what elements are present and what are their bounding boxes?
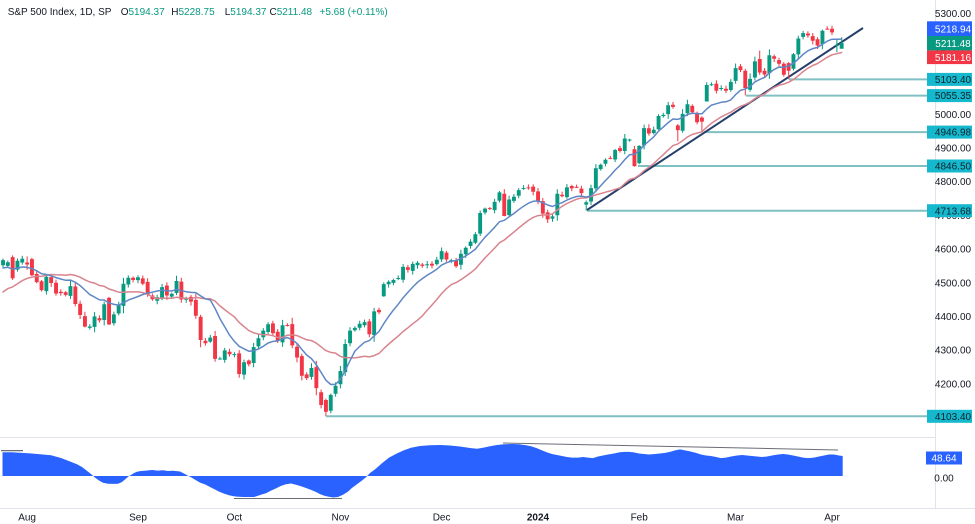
svg-text:5218.94: 5218.94 <box>935 24 972 35</box>
svg-text:Nov: Nov <box>332 513 350 524</box>
svg-text:Feb: Feb <box>631 513 649 524</box>
svg-text:4713.68: 4713.68 <box>935 206 972 217</box>
svg-text:4300.00: 4300.00 <box>935 346 972 357</box>
svg-text:4800.00: 4800.00 <box>935 177 972 188</box>
svg-text:5300.00: 5300.00 <box>935 9 972 20</box>
svg-text:+5.68 (+0.11%): +5.68 (+0.11%) <box>320 7 388 18</box>
svg-text:5194.37: 5194.37 <box>129 7 166 18</box>
svg-text:5194.37: 5194.37 <box>230 7 267 18</box>
svg-text:L: L <box>225 7 231 18</box>
svg-text:O: O <box>121 7 129 18</box>
svg-text:Dec: Dec <box>433 513 451 524</box>
svg-text:S&P 500 Index, 1D, SP: S&P 500 Index, 1D, SP <box>8 7 112 18</box>
svg-text:Sep: Sep <box>129 513 147 524</box>
svg-text:Aug: Aug <box>18 513 36 524</box>
svg-text:4846.50: 4846.50 <box>935 162 972 173</box>
svg-text:5228.75: 5228.75 <box>179 7 216 18</box>
svg-text:C: C <box>270 7 277 18</box>
svg-text:5181.16: 5181.16 <box>935 53 972 64</box>
svg-text:4946.98: 4946.98 <box>935 128 972 139</box>
svg-text:2024: 2024 <box>527 513 550 524</box>
svg-text:48.64: 48.64 <box>931 454 956 465</box>
svg-text:H: H <box>171 7 178 18</box>
svg-text:4900.00: 4900.00 <box>935 144 972 155</box>
svg-text:4400.00: 4400.00 <box>935 312 972 323</box>
svg-text:5000.00: 5000.00 <box>935 110 972 121</box>
svg-text:Mar: Mar <box>727 513 745 524</box>
svg-text:Apr: Apr <box>824 513 840 524</box>
svg-text:5211.48: 5211.48 <box>935 39 971 50</box>
svg-text:5211.48: 5211.48 <box>277 7 313 18</box>
svg-text:0.00: 0.00 <box>934 474 954 485</box>
svg-text:5103.40: 5103.40 <box>935 75 972 86</box>
svg-text:Oct: Oct <box>227 513 243 524</box>
svg-text:4200.00: 4200.00 <box>935 379 972 390</box>
svg-text:4500.00: 4500.00 <box>935 278 972 289</box>
svg-text:4103.40: 4103.40 <box>935 412 972 423</box>
svg-text:5055.35: 5055.35 <box>935 91 972 102</box>
svg-text:4600.00: 4600.00 <box>935 245 972 256</box>
